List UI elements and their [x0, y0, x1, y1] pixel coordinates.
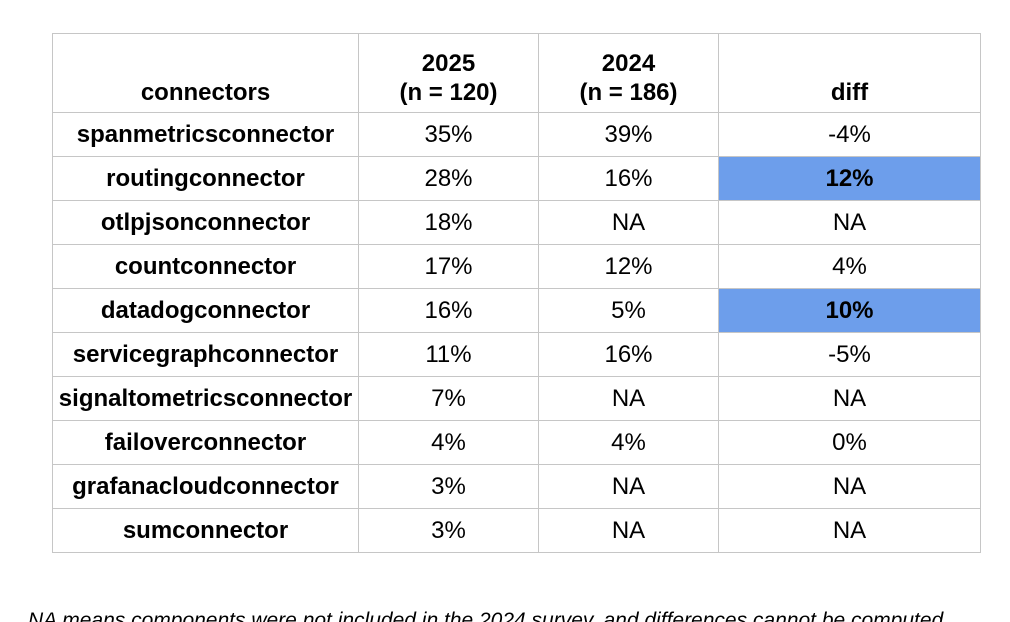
pct-2025-cell: 28% — [358, 156, 539, 201]
column-header-2025-year: 2025 — [421, 50, 476, 77]
footnote: NA means components were not included in… — [28, 551, 994, 622]
diff-cell: NA — [718, 376, 981, 421]
connector-name-cell: grafanacloudconnector — [52, 464, 359, 509]
pct-2024-cell: NA — [538, 464, 719, 509]
pct-2025-cell: 18% — [358, 200, 539, 245]
pct-2025-cell: 4% — [358, 420, 539, 465]
column-header-connectors: connectors — [52, 33, 359, 113]
connector-name-cell: sumconnector — [52, 508, 359, 553]
diff-cell: -4% — [718, 112, 981, 157]
pct-2025-cell: 3% — [358, 464, 539, 509]
table-row: servicegraphconnector 11% 16% -5% — [52, 332, 981, 377]
connector-name-cell: spanmetricsconnector — [52, 112, 359, 157]
column-header-2025: 2025 (n = 120) — [358, 33, 539, 113]
footnote-line1-rest: components were not included in the 2024… — [125, 609, 950, 622]
diff-cell: NA — [718, 464, 981, 509]
column-header-2024-n: (n = 186) — [579, 79, 678, 106]
pct-2024-cell: NA — [538, 376, 719, 421]
pct-2025-cell: 35% — [358, 112, 539, 157]
table-row: sumconnector 3% NA NA — [52, 508, 981, 553]
pct-2024-cell: 12% — [538, 244, 719, 289]
diff-cell: 12% — [718, 156, 981, 201]
table-row: spanmetricsconnector 35% 39% -4% — [52, 112, 981, 157]
pct-2025-cell: 17% — [358, 244, 539, 289]
table-row: signaltometricsconnector 7% NA NA — [52, 376, 981, 421]
table-row: grafanacloudconnector 3% NA NA — [52, 464, 981, 509]
pct-2024-cell: 16% — [538, 332, 719, 377]
table-header: connectors 2025 (n = 120) 2024 (n = 186)… — [52, 33, 981, 113]
table-row: otlpjsonconnector 18% NA NA — [52, 200, 981, 245]
column-header-connectors-label: connectors — [140, 79, 271, 106]
diff-cell: -5% — [718, 332, 981, 377]
table-row: routingconnector 28% 16% 12% — [52, 156, 981, 201]
pct-2024-cell: 4% — [538, 420, 719, 465]
diff-cell: 0% — [718, 420, 981, 465]
connector-name-cell: countconnector — [52, 244, 359, 289]
footnote-line-1: NA means components were not included in… — [28, 607, 994, 622]
header-row: connectors 2025 (n = 120) 2024 (n = 186)… — [52, 33, 981, 113]
column-header-diff: diff — [718, 33, 981, 113]
pct-2025-cell: 16% — [358, 288, 539, 333]
pct-2024-cell: NA — [538, 200, 719, 245]
pct-2024-cell: 5% — [538, 288, 719, 333]
column-header-2024-year: 2024 — [601, 50, 656, 77]
diff-cell: 10% — [718, 288, 981, 333]
diff-cell: 4% — [718, 244, 981, 289]
connectors-survey-table: connectors 2025 (n = 120) 2024 (n = 186)… — [52, 33, 981, 553]
pct-2024-cell: 16% — [538, 156, 719, 201]
connector-name-cell: servicegraphconnector — [52, 332, 359, 377]
diff-cell: NA — [718, 200, 981, 245]
table-row: failoverconnector 4% 4% 0% — [52, 420, 981, 465]
pct-2025-cell: 7% — [358, 376, 539, 421]
connector-name-cell: signaltometricsconnector — [52, 376, 359, 421]
table-body: spanmetricsconnector 35% 39% -4% routing… — [52, 112, 981, 553]
table-row: datadogconnector 16% 5% 10% — [52, 288, 981, 333]
pct-2024-cell: 39% — [538, 112, 719, 157]
diff-cell: NA — [718, 508, 981, 553]
pct-2025-cell: 11% — [358, 332, 539, 377]
footnote-na-prefix: NA — [28, 609, 63, 622]
connector-name-cell: otlpjsonconnector — [52, 200, 359, 245]
column-header-diff-label: diff — [830, 79, 869, 106]
table-row: countconnector 17% 12% 4% — [52, 244, 981, 289]
column-header-2025-n: (n = 120) — [399, 79, 498, 106]
pct-2024-cell: NA — [538, 508, 719, 553]
connector-name-cell: datadogconnector — [52, 288, 359, 333]
column-header-2024: 2024 (n = 186) — [538, 33, 719, 113]
footnote-underlined-word: means — [62, 609, 126, 622]
connector-name-cell: routingconnector — [52, 156, 359, 201]
pct-2025-cell: 3% — [358, 508, 539, 553]
connector-name-cell: failoverconnector — [52, 420, 359, 465]
